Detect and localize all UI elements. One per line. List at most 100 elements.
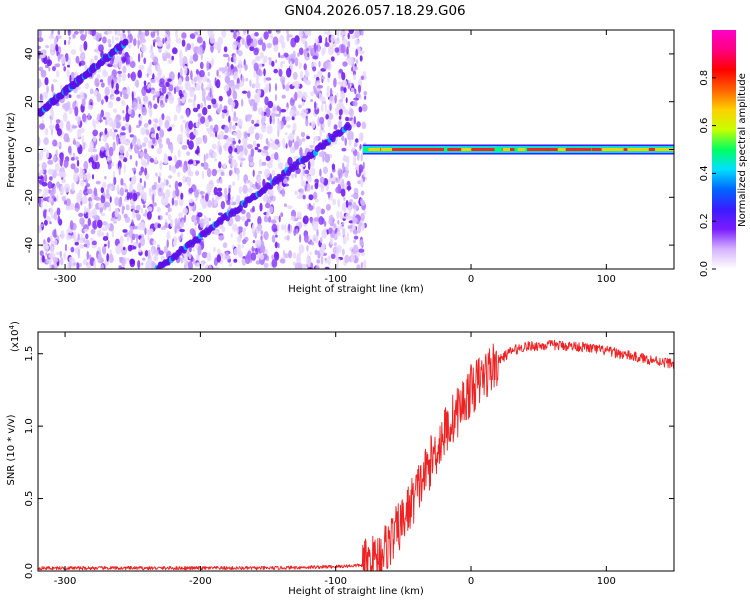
noise-speck [174,199,179,207]
noise-speck [79,30,84,35]
noise-speck [95,180,101,185]
noise-speck [138,64,145,71]
noise-speck [215,79,221,89]
noise-speck [323,31,329,35]
noise-speck [351,251,354,256]
noise-speck [158,171,162,178]
noise-speck [166,231,171,240]
noise-speck [314,38,319,45]
noise-speck [286,33,290,42]
noise-speck [228,169,232,177]
noise-speck [315,206,322,215]
noise-speck [81,195,88,205]
noise-speck [78,62,82,66]
noise-speck [208,188,212,193]
noise-speck [129,182,134,187]
noise-speck [144,250,149,257]
noise-speck [296,195,303,199]
noise-speck [92,174,94,180]
noise-speck [288,132,295,142]
noise-speck [84,64,88,71]
noise-speck [189,228,195,236]
noise-speck [70,71,75,81]
noise-speck [274,152,279,161]
noise-speck [228,184,232,189]
noise-speck [329,236,333,245]
noise-speck [280,212,284,218]
noise-speck [91,161,98,170]
noise-speck [241,37,245,46]
noise-speck [177,149,181,158]
noise-speck [110,217,115,222]
noise-speck [198,69,205,78]
noise-speck [78,173,84,179]
noise-speck [80,179,85,187]
noise-speck [228,145,233,154]
noise-speck [271,169,275,177]
noise-speck [271,258,278,268]
noise-speck [49,261,52,269]
noise-speck [150,78,156,84]
noise-speck [350,87,354,93]
noise-speck [251,119,255,125]
noise-speck [117,243,124,249]
noise-speck [201,170,205,180]
noise-speck [226,62,230,67]
noise-speck [40,69,47,78]
noise-speck [310,158,315,168]
noise-speck [177,133,183,144]
noise-speck [87,147,93,153]
noise-speck [232,223,238,232]
noise-speck [345,97,348,104]
noise-speck [116,30,121,37]
noise-speck [164,119,170,129]
noise-speck [271,234,276,243]
noise-speck [137,260,141,269]
noise-speck [130,71,136,82]
noise-speck [321,76,326,80]
noise-speck [114,196,120,206]
noise-speck [66,69,70,78]
noise-speck [298,30,304,38]
noise-speck [319,236,323,243]
noise-speck [336,30,340,37]
noise-speck [143,95,149,102]
noise-speck [349,108,354,118]
noise-speck [271,112,276,118]
noise-speck [323,166,328,175]
noise-speck [142,257,146,261]
noise-speck [114,30,117,36]
noise-speck [252,240,256,244]
noise-speck [153,123,158,129]
noise-speck [271,223,278,233]
noise-speck [342,162,345,169]
noise-speck [302,194,306,200]
noise-speck [55,44,59,52]
noise-speck [217,248,221,254]
noise-speck [70,246,75,253]
noise-speck [268,188,274,197]
noise-speck [60,56,66,65]
noise-speck [244,131,248,139]
colorbar-label: Normalized spectral amplitude [737,73,748,227]
noise-speck [353,116,356,125]
noise-speck [49,221,52,225]
noise-speck [362,161,365,170]
noise-speck [356,121,361,128]
noise-speck [38,78,42,89]
noise-speck [120,91,123,98]
noise-speck [341,72,346,81]
noise-speck [141,106,147,116]
noise-speck [254,94,257,99]
noise-speck [239,80,244,88]
noise-speck [355,164,359,171]
noise-speck [314,249,318,256]
noise-speck [225,251,229,256]
noise-speck [246,34,252,44]
noise-speck [230,197,233,204]
noise-speck [352,147,356,151]
noise-speck [69,74,72,84]
noise-speck [211,143,217,150]
noise-speck [166,137,170,145]
noise-speck [168,184,172,188]
